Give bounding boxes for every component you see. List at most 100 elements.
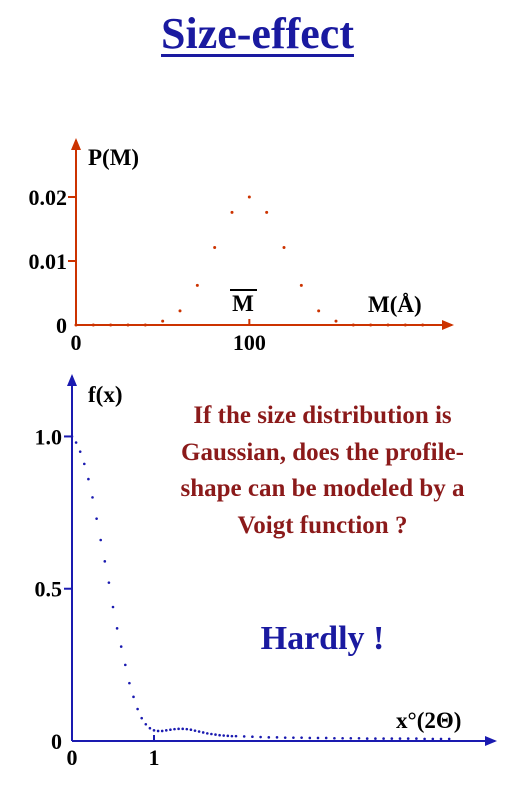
- data-point: [156, 729, 160, 733]
- data-point: [124, 663, 127, 667]
- data-point: [95, 517, 98, 520]
- data-point: [247, 195, 251, 199]
- data-point: [181, 727, 184, 731]
- bottom-y-axis-label: f(x): [88, 382, 122, 407]
- data-point: [140, 716, 143, 720]
- mean-size-label: M: [232, 291, 254, 316]
- data-point: [173, 727, 176, 731]
- data-point: [447, 737, 451, 741]
- y-tick-label: 1.0: [35, 424, 63, 449]
- data-point: [91, 496, 94, 499]
- data-point: [99, 538, 102, 542]
- data-point: [415, 737, 418, 740]
- data-point: [132, 695, 135, 699]
- top-y-axis-label: P(M): [88, 145, 139, 170]
- data-point: [148, 726, 152, 730]
- data-point: [403, 323, 407, 327]
- data-point: [386, 323, 390, 327]
- y-tick-label: 0.5: [35, 577, 63, 602]
- data-point: [324, 736, 328, 740]
- data-point: [374, 737, 377, 740]
- data-point: [423, 737, 426, 741]
- data-point: [341, 736, 344, 740]
- data-point: [259, 735, 262, 739]
- data-point: [165, 729, 168, 732]
- profile-shape-chart: f(x) x°(2Θ) 0 0.5 1.0 0 1: [35, 374, 497, 770]
- data-point: [185, 727, 189, 731]
- data-point: [197, 730, 201, 733]
- data-point: [283, 736, 287, 739]
- data-point: [431, 737, 435, 741]
- data-point: [299, 283, 303, 287]
- data-point: [292, 736, 295, 739]
- data-point: [333, 736, 336, 740]
- y-tick-label: 0: [56, 313, 67, 338]
- data-point: [234, 734, 238, 738]
- data-point: [398, 737, 402, 740]
- data-point: [300, 736, 303, 739]
- x-tick-label: 1: [149, 745, 160, 770]
- data-point: [406, 737, 410, 740]
- data-point: [128, 681, 131, 685]
- data-point: [316, 736, 320, 740]
- size-distribution-chart: P(M) M(Å) M 0 0.01 0.02 0 100: [29, 138, 454, 355]
- data-point: [357, 736, 361, 740]
- data-point: [109, 323, 113, 327]
- data-point: [230, 210, 234, 214]
- data-point: [103, 560, 107, 563]
- x-tick-label: 100: [233, 330, 266, 355]
- data-point: [349, 736, 353, 740]
- data-point: [195, 283, 199, 287]
- data-point: [242, 735, 246, 738]
- data-point: [126, 323, 130, 327]
- data-point: [308, 736, 312, 740]
- data-point: [390, 737, 394, 740]
- top-x-axis-label: M(Å): [368, 292, 422, 317]
- x-tick-label: 0: [71, 330, 82, 355]
- data-point: [210, 732, 213, 736]
- data-point: [83, 462, 86, 466]
- data-point: [136, 707, 139, 711]
- y-tick-label: 0: [51, 729, 62, 754]
- data-point: [152, 729, 156, 732]
- data-point: [143, 323, 147, 327]
- answer-text: Hardly !: [260, 620, 385, 657]
- data-point: [161, 319, 165, 323]
- data-point: [214, 733, 217, 736]
- data-point: [189, 728, 193, 732]
- data-point: [74, 441, 78, 444]
- data-point: [91, 323, 95, 327]
- data-point: [74, 323, 78, 327]
- data-point: [169, 728, 172, 732]
- data-point: [119, 645, 123, 648]
- data-point: [87, 477, 90, 481]
- data-point: [382, 737, 385, 740]
- data-point: [226, 734, 230, 738]
- data-point: [334, 319, 338, 323]
- data-point: [111, 605, 115, 609]
- y-tick-label: 0.02: [29, 185, 68, 210]
- bottom-x-axis-label: x°(2Θ): [396, 708, 461, 733]
- data-point: [439, 737, 443, 741]
- data-point: [365, 737, 369, 740]
- data-point: [160, 729, 164, 733]
- data-point: [317, 309, 321, 313]
- data-point: [193, 729, 197, 732]
- data-point: [218, 733, 221, 737]
- data-point: [107, 581, 111, 584]
- data-point: [267, 736, 271, 739]
- data-point: [70, 435, 74, 438]
- data-point: [351, 323, 355, 327]
- data-point: [115, 627, 119, 630]
- data-point: [282, 246, 286, 250]
- slide-title: Size-effect: [161, 9, 354, 58]
- data-point: [206, 732, 209, 735]
- y-tick-label: 0.01: [29, 249, 68, 274]
- data-point: [421, 323, 425, 327]
- data-point: [78, 450, 82, 453]
- data-point: [230, 734, 234, 738]
- x-tick-label: 0: [67, 745, 78, 770]
- data-point: [177, 727, 180, 731]
- data-point: [144, 722, 148, 726]
